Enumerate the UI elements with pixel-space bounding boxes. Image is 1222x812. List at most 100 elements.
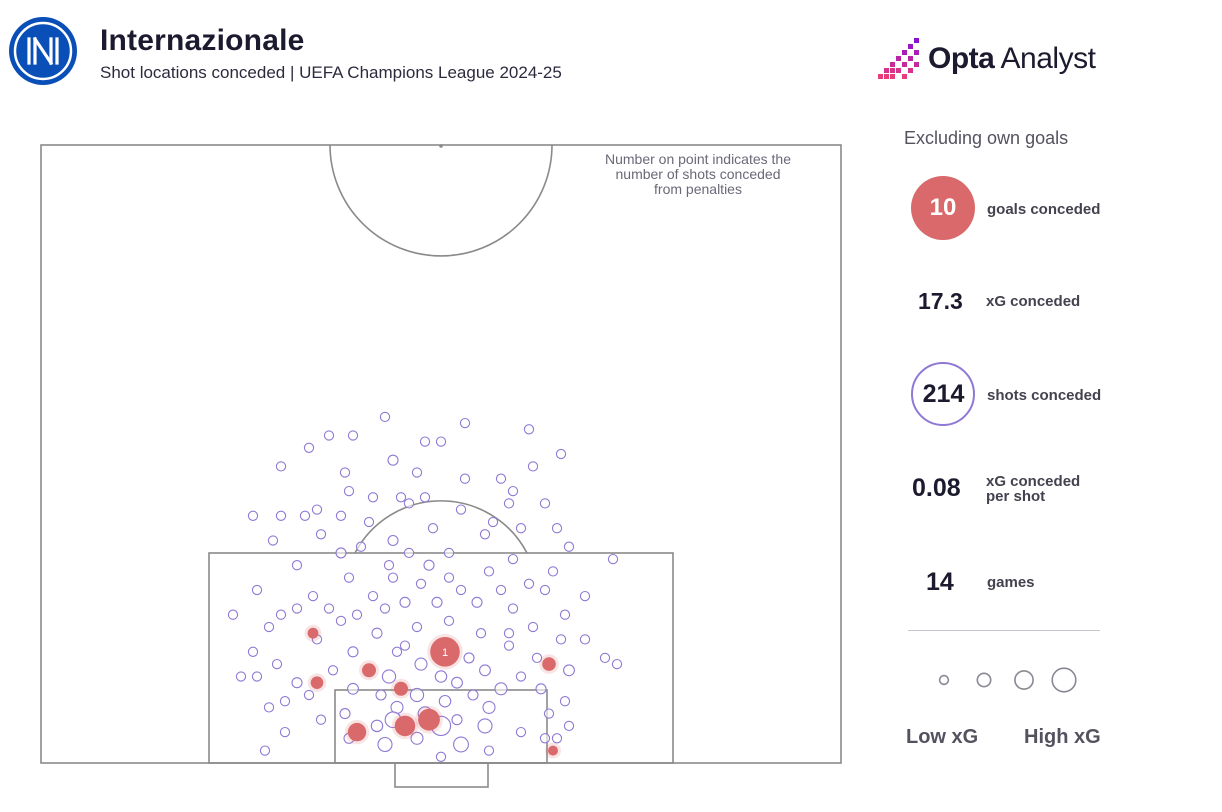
shot-point [227, 609, 239, 620]
shot-point [251, 584, 263, 596]
shot-point [363, 516, 375, 528]
penalty-goal-point [430, 637, 460, 667]
shot-point [347, 646, 359, 658]
shot-point [411, 467, 423, 478]
shot-point [539, 584, 551, 596]
shot-point [539, 733, 551, 744]
shot-point [431, 596, 443, 608]
shot-point [523, 578, 535, 589]
shot-point [563, 664, 575, 677]
shot-point [503, 498, 515, 509]
shot-point [347, 430, 359, 441]
shot-point [383, 560, 395, 571]
shot-point [315, 529, 327, 540]
shot-point [495, 584, 507, 596]
shot-point [303, 689, 315, 701]
shot-point [451, 714, 463, 726]
shot-point [471, 596, 483, 608]
xg-legend-circles [938, 667, 1077, 693]
shot-point [435, 751, 447, 762]
shot-point [339, 708, 351, 720]
shot-point [391, 646, 403, 657]
shot-point [299, 510, 311, 521]
xg-value: 17.3 [918, 288, 963, 314]
shot-point [455, 504, 467, 515]
shot-point [434, 670, 448, 683]
shot-point [555, 448, 567, 460]
shot-point [455, 584, 467, 596]
shots-label: shots conceded [987, 387, 1102, 404]
shot-point [527, 461, 539, 472]
shot-point [275, 609, 287, 620]
page-title: Internazionale [100, 24, 305, 57]
shot-point [323, 603, 335, 614]
goal-point [394, 715, 416, 737]
shot-point [503, 628, 515, 639]
shot-point [379, 603, 391, 614]
stat-games: 14 games [896, 566, 1126, 636]
page-subtitle: Shot locations conceded | UEFA Champions… [100, 63, 562, 82]
games-value: 14 [926, 568, 954, 596]
shot-point [235, 671, 247, 682]
goal-frame [394, 762, 489, 788]
shot-point [387, 454, 399, 466]
shot-point [327, 665, 339, 676]
shot-point [599, 652, 611, 664]
shot-point [291, 560, 303, 571]
shot-point [559, 609, 571, 620]
penalty-note-line: from penalties [654, 181, 742, 197]
shot-point [263, 621, 275, 633]
goal-point [310, 676, 324, 689]
shot-point [563, 541, 575, 552]
shot-point [419, 436, 431, 447]
penalty-note-line: Number on point indicates the [605, 151, 791, 167]
goal-point [347, 722, 367, 742]
shot-point [559, 696, 571, 707]
shot-point [535, 683, 547, 695]
shot-point [543, 708, 555, 719]
shot-point [343, 572, 355, 583]
goal-point [418, 708, 440, 731]
shot-point [459, 473, 471, 484]
shot-point [343, 485, 355, 497]
shot-point [453, 736, 469, 753]
excluding-note: Excluding own goals [904, 128, 1069, 148]
shot-point [347, 682, 359, 695]
shot-point [475, 628, 487, 639]
shot-point [423, 559, 435, 571]
legend-size-circle [976, 672, 992, 688]
shot-point [611, 658, 623, 670]
shot-point [375, 689, 387, 701]
panel-divider [908, 630, 1100, 631]
shot-point [451, 676, 463, 689]
shot-point [351, 609, 363, 620]
goal-marker-icon [911, 176, 975, 240]
shot-point [367, 590, 379, 602]
shot-point [387, 534, 399, 547]
shot-point [379, 411, 391, 423]
xg-label: xG conceded [986, 293, 1081, 310]
shot-point [399, 596, 411, 608]
stats-panel: Excluding own goals 10 goals conceded 17… [896, 120, 1126, 780]
shot-point [507, 553, 519, 565]
shot-point [339, 467, 351, 478]
shot-point [419, 492, 431, 503]
shot-point [443, 572, 455, 583]
goals-layer: 1 [304, 624, 561, 759]
shot-point [399, 640, 411, 651]
centre-spot [439, 144, 443, 148]
shot-point [483, 566, 495, 577]
shot-point [403, 547, 415, 559]
shot-point [555, 634, 567, 645]
shot-point [335, 547, 347, 559]
shot-point [409, 687, 425, 703]
shot-point [479, 529, 491, 540]
opta-analyst-logo: Opta Analyst [878, 38, 1118, 82]
shot-point [371, 627, 383, 639]
games-label: games [987, 574, 1035, 591]
legend-size-circle [938, 674, 950, 686]
shot-point [515, 523, 527, 534]
shot-point [435, 436, 447, 447]
centre-circle [329, 144, 553, 257]
shot-point [483, 745, 495, 756]
